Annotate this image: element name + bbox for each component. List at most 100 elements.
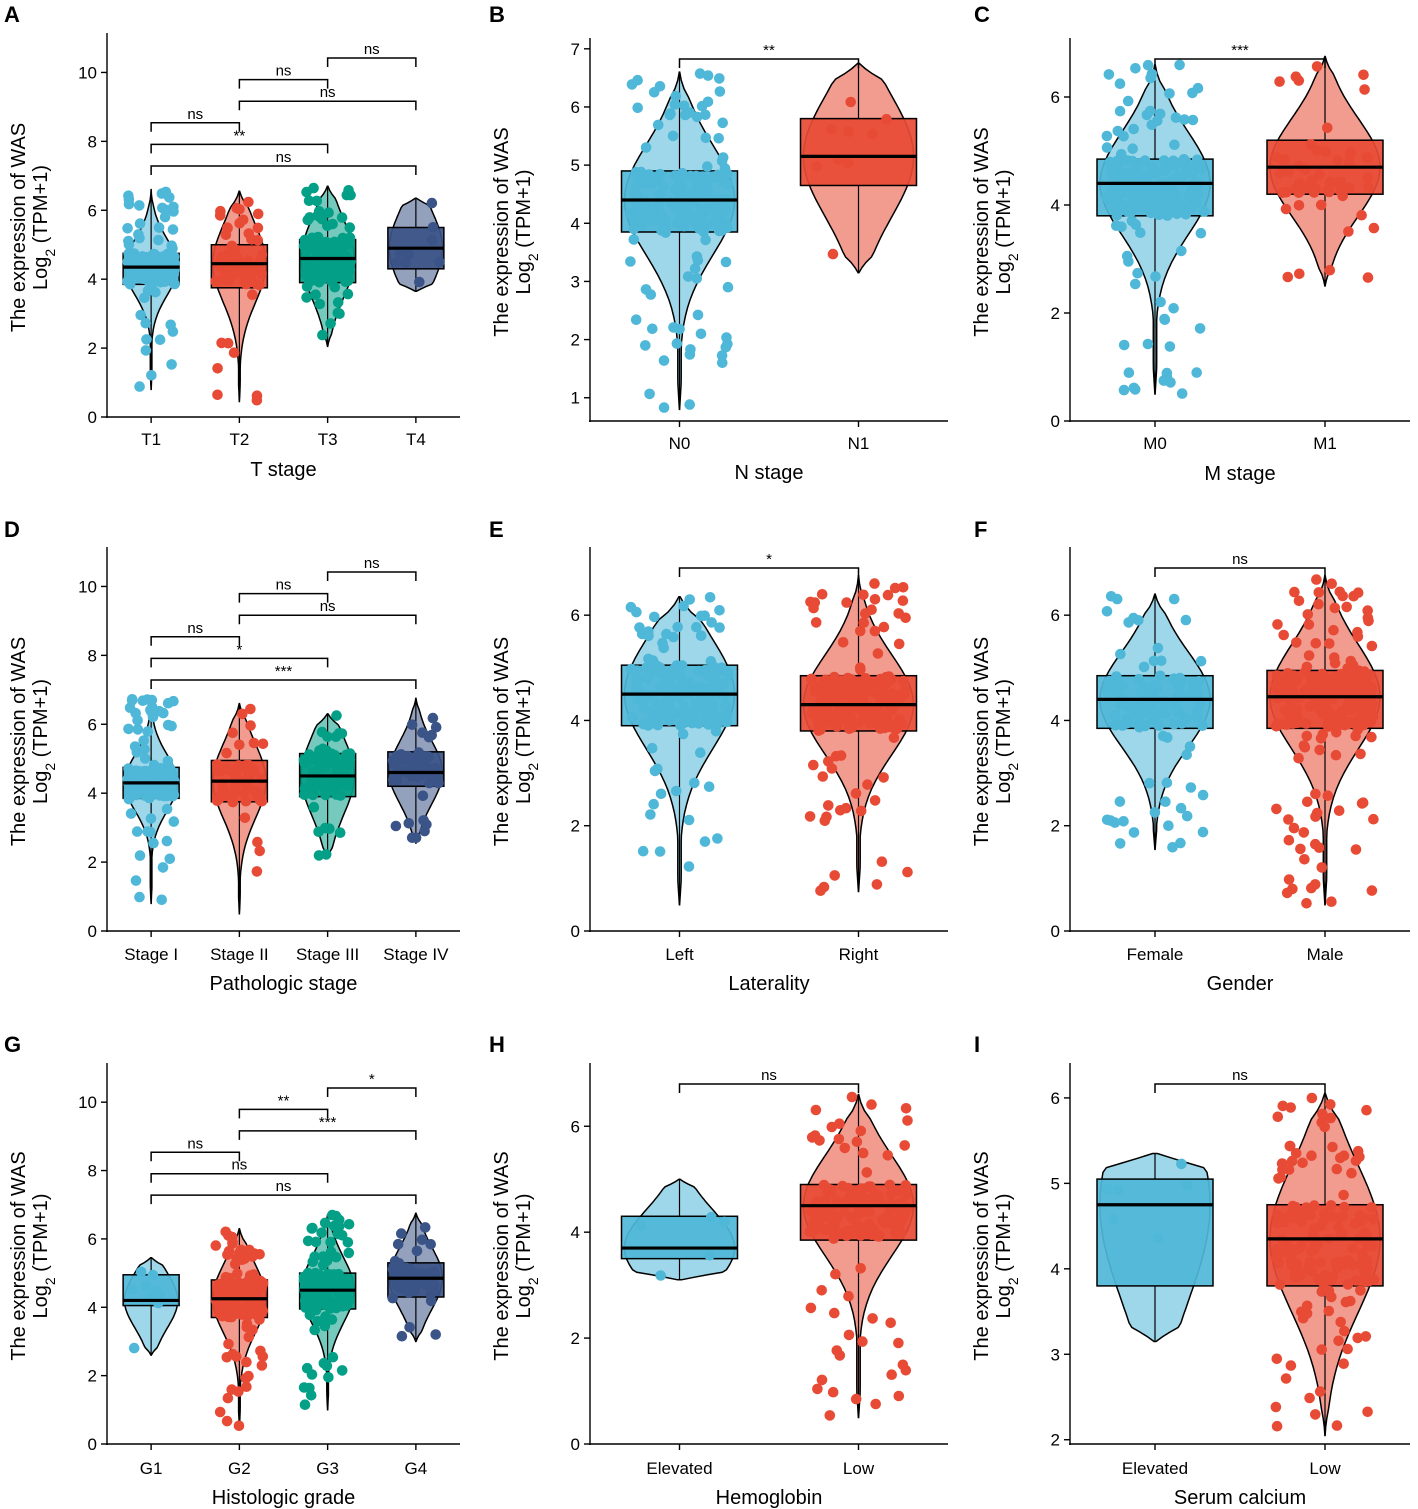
- data-point: [1172, 706, 1183, 718]
- data-point: [1181, 749, 1192, 761]
- data-point: [216, 765, 228, 777]
- data-point: [834, 1350, 846, 1361]
- data-point: [1298, 827, 1310, 838]
- data-point: [221, 1415, 233, 1427]
- data-point: [1326, 896, 1337, 907]
- data-point: [674, 323, 685, 335]
- data-point: [319, 1217, 331, 1229]
- data-point: [1115, 648, 1126, 660]
- data-point: [822, 1212, 834, 1223]
- data-point: [1134, 706, 1145, 718]
- data-point: [237, 214, 249, 226]
- data-point: [1114, 105, 1126, 117]
- y-axis-title-line2: Log2 (TPM+1): [30, 1193, 58, 1318]
- data-point: [1330, 718, 1341, 730]
- data-point: [299, 783, 311, 794]
- data-point: [699, 836, 711, 847]
- data-point: [134, 850, 146, 861]
- data-point: [322, 731, 333, 743]
- data-point: [702, 70, 714, 81]
- data-point: [418, 815, 429, 826]
- y-tick-label: 8: [88, 132, 97, 151]
- data-point: [1326, 684, 1337, 695]
- data-point: [124, 792, 135, 804]
- y-tick-label: 0: [571, 922, 580, 941]
- data-point: [1366, 885, 1378, 896]
- data-point: [1358, 1213, 1369, 1224]
- data-point: [1363, 615, 1374, 627]
- data-point: [308, 780, 320, 791]
- data-point: [842, 1182, 854, 1194]
- significance-bracket: ns: [238, 598, 417, 625]
- data-point: [878, 772, 889, 783]
- group-right: [799, 574, 918, 896]
- data-point: [1184, 741, 1196, 752]
- data-point: [637, 216, 648, 228]
- data-point: [140, 1280, 152, 1292]
- data-point: [247, 1307, 259, 1319]
- data-point: [1102, 684, 1114, 696]
- data-point: [1135, 227, 1146, 238]
- data-point: [1280, 1373, 1292, 1384]
- data-point: [1178, 154, 1190, 165]
- data-point: [411, 1245, 423, 1257]
- data-point: [710, 726, 722, 737]
- data-point: [1315, 1257, 1326, 1268]
- data-point: [1176, 1158, 1187, 1170]
- panel-B: B 1 2 3 4 5 6 7 The expression of WAS Log2 (TPM+1…: [489, 2, 948, 484]
- bracket-line: [326, 571, 417, 581]
- data-point: [148, 759, 160, 771]
- data-point: [426, 772, 437, 783]
- data-point: [125, 808, 137, 819]
- y-tick-label: 7: [571, 40, 580, 59]
- data-point: [1294, 268, 1305, 280]
- data-point: [1139, 155, 1151, 166]
- data-point: [1152, 642, 1164, 654]
- data-point: [132, 724, 144, 735]
- y-axis-title-line1: The expression of WAS: [971, 127, 993, 336]
- data-point: [897, 582, 909, 593]
- data-point: [818, 881, 830, 893]
- bracket-line: [1154, 567, 1326, 577]
- data-point: [823, 1183, 835, 1195]
- data-point: [1315, 697, 1326, 708]
- data-point: [1167, 842, 1178, 853]
- data-point: [684, 399, 695, 410]
- data-point: [1287, 1200, 1299, 1212]
- data-point: [324, 823, 335, 834]
- data-point: [712, 211, 724, 223]
- data-point: [1105, 591, 1117, 602]
- data-point: [813, 725, 824, 736]
- data-point: [214, 1406, 226, 1418]
- data-point: [252, 208, 264, 220]
- y-tick-label: 5: [571, 156, 580, 175]
- data-point: [1324, 264, 1336, 276]
- data-point: [419, 757, 431, 768]
- data-point: [647, 716, 658, 727]
- x-tick-label: T1: [141, 430, 161, 449]
- data-point: [1320, 146, 1332, 157]
- data-point: [146, 706, 157, 717]
- data-point: [1316, 1286, 1328, 1297]
- data-point: [1117, 720, 1128, 731]
- data-point: [882, 1150, 894, 1161]
- data-point: [233, 1420, 245, 1432]
- data-point: [683, 814, 695, 826]
- data-point: [820, 1194, 831, 1206]
- data-point: [131, 826, 143, 837]
- data-point: [303, 1299, 314, 1311]
- data-point: [1283, 874, 1295, 885]
- data-point: [1129, 183, 1141, 195]
- data-point: [1158, 164, 1170, 176]
- x-axis-title: Gender: [1207, 973, 1274, 995]
- data-point: [648, 798, 659, 810]
- data-point: [317, 329, 328, 341]
- data-point: [1197, 789, 1209, 801]
- data-point: [1150, 271, 1161, 282]
- data-point: [865, 1181, 876, 1192]
- y-tick-label: 10: [78, 1093, 97, 1112]
- data-point: [1342, 1279, 1354, 1290]
- data-point: [1359, 84, 1370, 95]
- data-point: [1112, 163, 1123, 174]
- data-point: [1347, 685, 1359, 697]
